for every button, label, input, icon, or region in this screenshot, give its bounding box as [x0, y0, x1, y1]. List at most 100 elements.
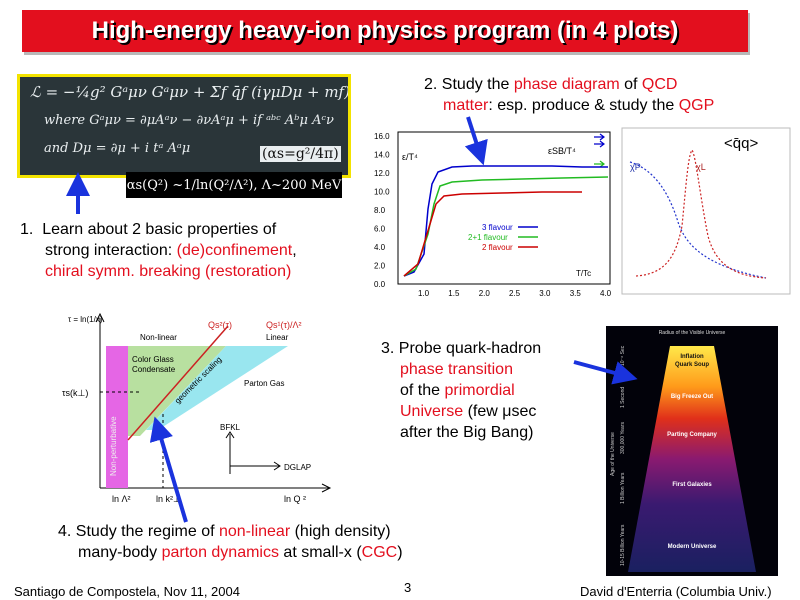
universe-age-label: Age of the Universe — [610, 432, 616, 476]
universe-history-image: Radius of the Visible Universe Inflation… — [606, 326, 778, 576]
chiral-label-right: χL — [696, 162, 706, 172]
cgc-label-line-2: Condensate — [132, 365, 176, 374]
item-3-universe: Universe — [400, 403, 464, 420]
item-3: 3. Probe quark-hadron phase transition o… — [381, 338, 601, 443]
lattice-y-tick-label: 0.0 — [374, 280, 386, 289]
bfkl-arrowhead — [225, 431, 235, 439]
cgc-phase-diagram: τ = ln(1/x) Qs²(τ) Qs¹(τ)/Λ² Non-linear … — [62, 312, 332, 504]
item-1-line-3: chiral symm. breaking (restoration) — [45, 263, 292, 280]
cgc-non-pert-label: Non-perturbative — [109, 416, 118, 476]
footer-page-number: 3 — [404, 580, 412, 595]
cgc-linear-label: Linear — [266, 333, 289, 342]
qcd-lagrangian-image: ℒ = −¼g² Gᵃμν Gᵃμν + Σf q̄f (iγμDμ + mf)… — [17, 74, 351, 178]
universe-inflation: Inflation — [680, 354, 704, 360]
legend-2-flavour: 2 flavour — [482, 243, 513, 252]
item-4-non-linear: non-linear — [218, 523, 291, 540]
sb-arrow-21f — [594, 140, 605, 148]
lattice-y-tick-label: 14.0 — [374, 151, 390, 160]
universe-modern: Modern Universe — [668, 544, 717, 550]
lattice-energy-density-plot: 16.0 14.0 12.0 10.0 8.0 6.0 4.0 2.0 0.0 1.0 1.5 2.… — [374, 131, 612, 298]
cgc-qs2-label: Qs²(τ) — [208, 320, 232, 330]
universe-top-label: Radius of the Visible Universe — [659, 330, 726, 336]
universe-quark-soup: Quark Soup — [675, 362, 709, 368]
chiral-label-left: χ̄P — [630, 162, 641, 172]
lattice-y-tick-label: 12.0 — [374, 169, 390, 178]
cgc-non-linear-label: Non-linear — [140, 333, 177, 342]
lattice-y-tick-label: 4.0 — [374, 243, 386, 252]
footer-right: David d'Enterria (Columbia Univ.) — [580, 584, 772, 599]
item-3-primordial: primordial — [444, 382, 515, 399]
lattice-x-tick-label: 1.5 — [448, 289, 460, 298]
item-3-number: 3. — [381, 340, 395, 357]
lattice-x-tick-label: 3.5 — [570, 289, 582, 298]
lattice-x-tick-label: 2.0 — [479, 289, 491, 298]
lagrangian-line-2: where Gᵃμν = ∂μAᵃν − ∂νAᵃμ + if ᵃᵇᶜ Aᵇμ … — [44, 113, 334, 128]
chiral-curve-condensate — [629, 161, 767, 279]
sb-arrow-2f — [594, 160, 605, 168]
item-3-line-3a: of the — [400, 382, 445, 399]
universe-t5: 10-15 Billion Years — [620, 524, 626, 566]
item-4-parton-dynamics: parton dynamics — [161, 544, 279, 561]
chiral-curve-susceptibility — [635, 148, 767, 279]
lagrangian-line-3: and Dμ = ∂μ + i tᵃ Aᵃμ — [44, 141, 191, 156]
lattice-x-tick-label: 3.0 — [539, 289, 551, 298]
dglap-arrowhead — [273, 461, 281, 471]
lattice-x-ticks: 1.0 1.5 2.0 2.5 3.0 3.5 4.0 — [418, 289, 612, 298]
chiral-label: <q̄q> — [724, 135, 758, 152]
item-4-number: 4. — [58, 523, 72, 540]
cgc-bfkl-label: BFKL — [220, 423, 241, 432]
title-bar: High-energy heavy-ion physics program (i… — [22, 10, 748, 52]
item-1-number: 1. — [20, 221, 34, 238]
chiral-condensate-plot: <q̄q> χ̄P χL — [621, 127, 791, 295]
item-2-line-1c: of — [619, 76, 642, 93]
universe-parting: Parting Company — [667, 432, 717, 438]
item-1-confinement: (de)confinement — [176, 242, 293, 259]
lattice-y-tick-label: 2.0 — [374, 262, 386, 271]
cgc-ln-q-label: ln Q ² — [284, 494, 306, 504]
lattice-y-tick-label: 6.0 — [374, 225, 386, 234]
item-1-line-2c: , — [292, 242, 297, 259]
non-perturbative-region — [106, 346, 128, 488]
item-4: 4. Study the regime of non-linear (high … — [58, 521, 578, 563]
item-2-line-2b: : esp. produce & study the — [488, 97, 679, 114]
lattice-y-tick-label: 16.0 — [374, 132, 390, 141]
item-2-number: 2. — [424, 76, 438, 93]
lattice-eps-label: ε/T⁴ — [402, 152, 418, 162]
alpha-s-definition: (αs=g²/4π) — [260, 146, 341, 162]
lattice-legend: 3 flavour 2+1 flavour 2 flavour — [468, 223, 538, 252]
chiral-plot-frame — [621, 127, 791, 295]
cgc-y-arrowhead — [95, 312, 105, 323]
universe-t2: 1 Second — [620, 387, 626, 408]
universe-freeze-out: Big Freeze Out — [671, 394, 713, 400]
cgc-y-label: τ = ln(1/x) — [68, 315, 103, 324]
item-2-qcd: QCD — [641, 76, 678, 93]
item-3-line-5: after the Big Bang) — [400, 424, 534, 441]
item-2: 2. Study the phase diagram of QCD matter… — [424, 74, 764, 116]
lattice-y-ticks: 16.0 14.0 12.0 10.0 8.0 6.0 4.0 2.0 0.0 — [374, 132, 390, 289]
sb-arrow-3f — [594, 133, 605, 141]
item-4-line-1a: Study the regime of — [75, 523, 219, 540]
item-2-matter: matter — [443, 97, 489, 114]
lattice-sb-arrows — [594, 133, 605, 168]
lattice-y-tick-label: 8.0 — [374, 206, 386, 215]
running-coupling: αs(Q²) ~1/ln(Q²/Λ²), Λ~200 MeV — [126, 172, 342, 198]
cgc-label-line-1: Color Glass — [132, 355, 174, 364]
universe-t3: 300,000 Years — [620, 422, 626, 454]
legend-3-flavour: 3 flavour — [482, 223, 513, 232]
item-4-line-2c: at small-x ( — [278, 544, 362, 561]
cgc-tau-k-label: τs(k⊥) — [62, 388, 88, 398]
cgc-ln-k-label: ln k²⊥ — [156, 494, 181, 504]
cgc-dglap-label: DGLAP — [284, 463, 311, 472]
lattice-esb-label: εSB/T⁴ — [548, 146, 576, 156]
footer-left: Santiago de Compostela, Nov 11, 2004 — [14, 584, 240, 599]
item-2-phase-diagram: phase diagram — [513, 76, 620, 93]
lattice-x-tick-label: 2.5 — [509, 289, 521, 298]
cgc-qs1-label: Qs¹(τ)/Λ² — [266, 320, 302, 330]
universe-t4: 1 Billion Years — [620, 472, 626, 504]
universe-t1: 10⁻⁶ Sec — [620, 345, 626, 366]
item-4-line-2a: many-body — [78, 544, 162, 561]
geometric-scaling-region — [146, 346, 288, 430]
cgc-x-arrowhead — [321, 483, 332, 493]
universe-galaxies: First Galaxies — [672, 482, 712, 488]
item-2-line-1a: Study the — [441, 76, 514, 93]
